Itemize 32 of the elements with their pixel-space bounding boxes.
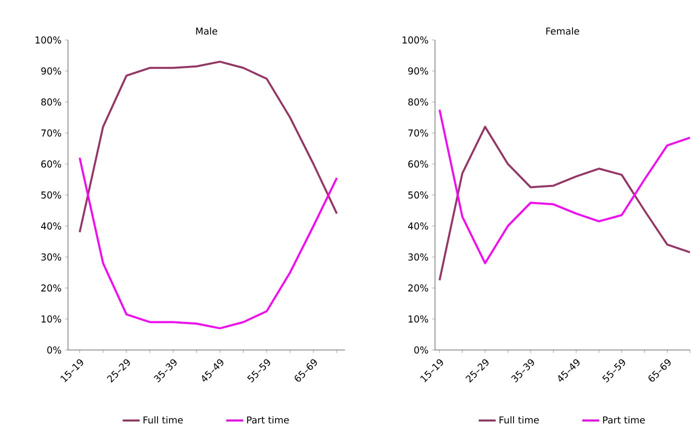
chart-title: Female: [546, 27, 580, 35]
y-tick-label: 60%: [41, 160, 62, 168]
legend-label: Part time: [247, 416, 289, 424]
y-tick-label: 80%: [41, 98, 62, 106]
y-tick-label: 0%: [414, 346, 428, 354]
y-tick-label: 70%: [408, 129, 428, 137]
y-tick-label: 20%: [408, 284, 428, 292]
y-tick-label: 50%: [41, 191, 62, 199]
y-tick-label: 40%: [408, 222, 428, 230]
y-tick-label: 10%: [408, 315, 428, 323]
y-tick-label: 20%: [41, 284, 62, 292]
y-tick-label: 60%: [408, 160, 428, 168]
y-tick-label: 100%: [402, 36, 428, 44]
legend-label: Full time: [500, 416, 539, 424]
line-series: [78, 156, 338, 330]
y-tick-label: 30%: [41, 253, 62, 261]
line-series: [438, 108, 690, 264]
y-tick-label: 10%: [42, 315, 62, 323]
line-series: [438, 126, 690, 282]
legend-label: Part time: [603, 416, 645, 424]
y-tick-label: 0%: [47, 346, 62, 354]
y-tick-label: 50%: [408, 191, 428, 199]
line-series: [78, 60, 338, 234]
legend-label: Full time: [144, 416, 183, 424]
y-tick-label: 80%: [408, 98, 428, 106]
y-tick-label: 100%: [36, 36, 62, 44]
y-tick-label: 30%: [408, 253, 428, 261]
y-tick-label: 70%: [41, 129, 62, 137]
y-tick-label: 90%: [41, 67, 62, 75]
y-tick-label: 40%: [41, 222, 62, 230]
y-tick-label: 90%: [408, 67, 428, 75]
chart-title: Male: [196, 27, 218, 35]
